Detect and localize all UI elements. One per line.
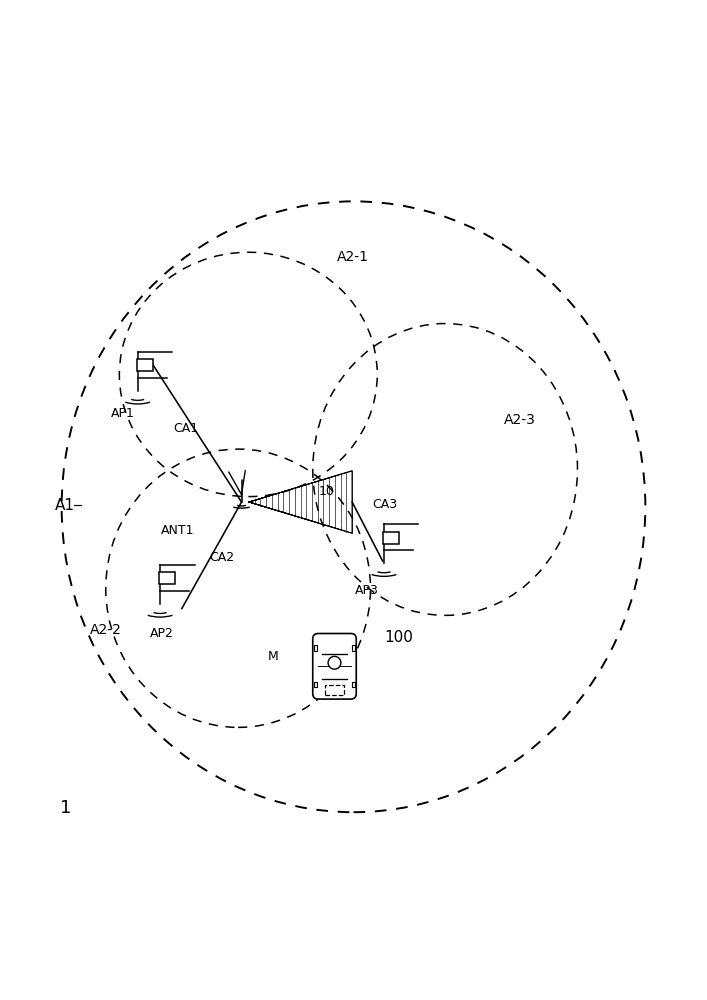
FancyBboxPatch shape	[351, 682, 355, 687]
FancyBboxPatch shape	[159, 572, 175, 584]
Text: A2-2: A2-2	[90, 623, 122, 637]
FancyBboxPatch shape	[351, 645, 355, 651]
FancyBboxPatch shape	[314, 682, 317, 687]
Text: A2-1: A2-1	[337, 250, 368, 264]
Text: ANT1: ANT1	[160, 524, 194, 537]
Text: CA1: CA1	[174, 422, 199, 435]
Text: 100: 100	[384, 630, 413, 645]
Text: A2-3: A2-3	[504, 413, 536, 427]
Text: 10: 10	[318, 485, 334, 498]
FancyBboxPatch shape	[383, 532, 399, 544]
FancyBboxPatch shape	[137, 359, 153, 371]
Text: AP2: AP2	[150, 627, 174, 640]
Text: M: M	[268, 650, 279, 663]
FancyBboxPatch shape	[314, 645, 317, 651]
Text: A1: A1	[55, 498, 75, 513]
FancyBboxPatch shape	[312, 634, 356, 699]
Text: CA3: CA3	[373, 498, 397, 511]
Circle shape	[328, 656, 341, 669]
Text: 1: 1	[60, 799, 71, 817]
Text: CA2: CA2	[209, 551, 235, 564]
Text: AP3: AP3	[355, 584, 379, 597]
Text: AP1: AP1	[110, 407, 134, 420]
